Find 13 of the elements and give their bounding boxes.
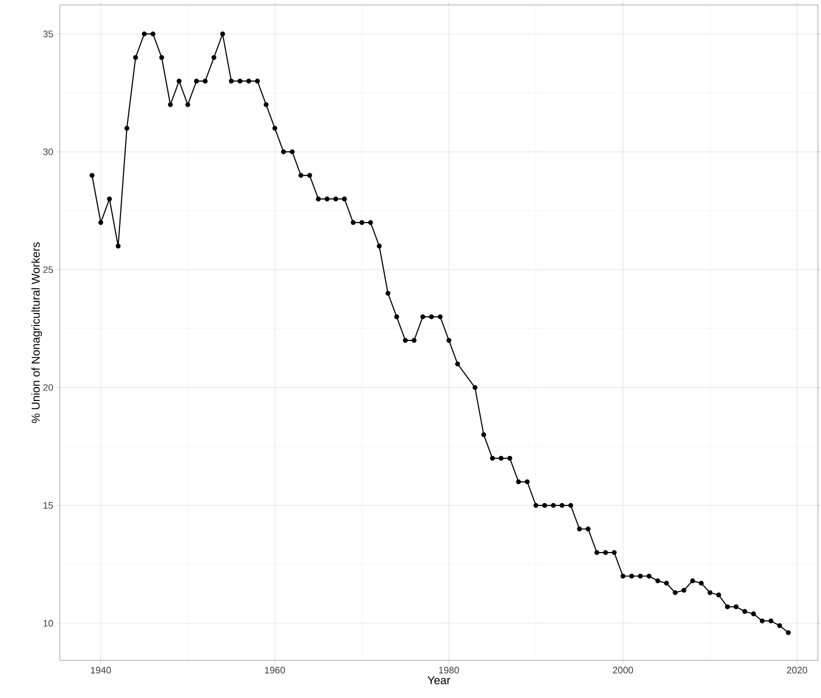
x-tick-label: 1980 [439,666,460,674]
x-tick-label: 1960 [265,666,285,674]
y-axis-title: % Union of Nonagricultural Workers [31,242,42,423]
x-tick-label: 2020 [786,666,808,674]
y-tick-label: 35 [43,30,53,38]
y-tick-label: 15 [44,502,53,509]
y-tick-label: 30 [43,148,53,156]
y-tick-label: 20 [43,384,53,391]
y-tick-label: 25 [43,266,53,273]
y-tick-label: 10 [44,620,53,627]
x-axis-title: Year [428,676,450,684]
x-tick-label: 1940 [90,666,111,674]
x-tick-label: 2000 [612,666,634,674]
